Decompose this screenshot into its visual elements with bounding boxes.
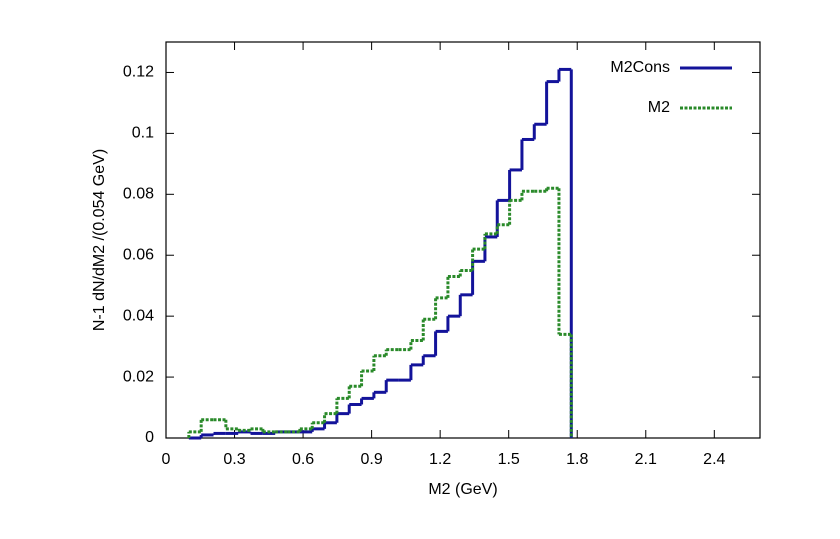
x-tick-label: 0 — [162, 451, 171, 468]
legend-label: M2 — [648, 99, 670, 116]
x-tick-label: 0.9 — [360, 451, 382, 468]
legend-label: M2Cons — [610, 59, 670, 76]
y-tick-label: 0.08 — [123, 186, 154, 203]
y-axis-label: N-1 dN/dM2 /(0.054 GeV) — [91, 149, 108, 331]
y-tick-label: 0 — [145, 429, 154, 446]
x-tick-label: 1.8 — [566, 451, 588, 468]
y-tick-label: 0.04 — [123, 307, 154, 324]
x-tick-label: 1.2 — [429, 451, 451, 468]
y-tick-label: 0.12 — [123, 64, 154, 81]
x-tick-label: 0.3 — [223, 451, 245, 468]
x-axis-label: M2 (GeV) — [428, 481, 497, 498]
y-tick-label: 0.02 — [123, 368, 154, 385]
x-tick-label: 2.1 — [635, 451, 657, 468]
x-tick-label: 1.5 — [498, 451, 520, 468]
x-tick-label: 0.6 — [292, 451, 314, 468]
x-tick-label: 2.4 — [703, 451, 725, 468]
y-tick-label: 0.1 — [132, 125, 154, 142]
y-tick-label: 0.06 — [123, 246, 154, 263]
plot-frame — [165, 41, 761, 439]
